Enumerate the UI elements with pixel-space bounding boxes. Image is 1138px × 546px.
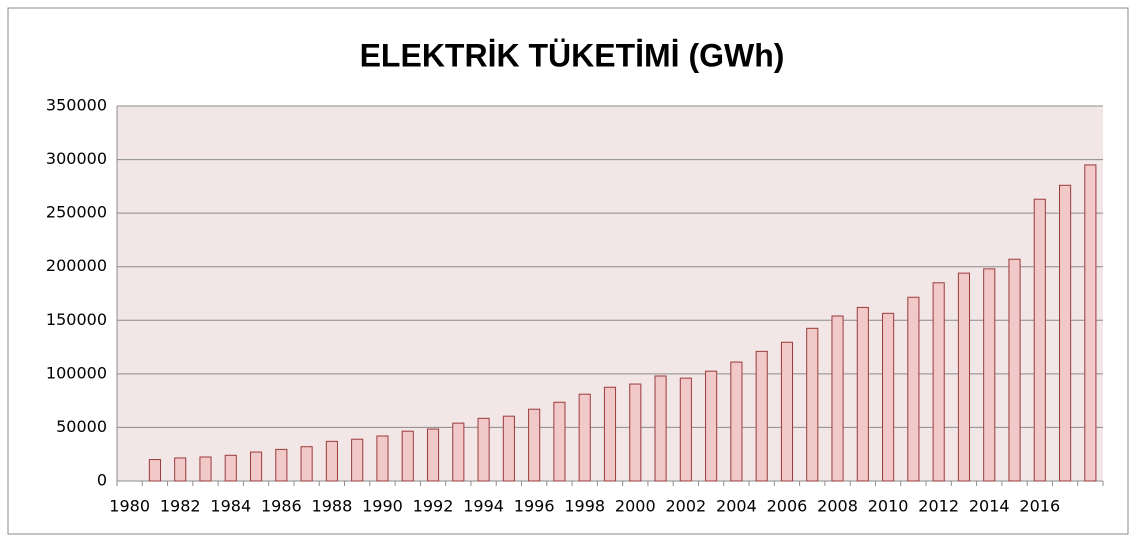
bar (426, 428, 440, 482)
bar (907, 296, 920, 482)
bar (199, 456, 212, 482)
bar (654, 375, 667, 482)
bar (528, 408, 541, 482)
x-tick-label: 1990 (362, 497, 403, 516)
y-tick-label: 350000 (46, 96, 107, 115)
bar (679, 377, 692, 482)
bar (477, 417, 490, 482)
bar (705, 370, 718, 482)
x-tick-label: 1992 (413, 497, 454, 516)
y-tick-label: 50000 (56, 417, 107, 436)
bar (376, 435, 389, 482)
bar (806, 327, 819, 482)
bar (553, 401, 566, 482)
x-tick-label: 1980 (109, 497, 150, 516)
x-tick-label: 1994 (463, 497, 504, 516)
x-tick-label: 2012 (918, 497, 959, 516)
bar (351, 438, 364, 482)
bar (174, 457, 187, 482)
bar (730, 361, 743, 482)
y-tick-label: 0 (97, 471, 107, 490)
bar (983, 268, 996, 482)
y-tick-label: 250000 (46, 203, 107, 222)
bar (1084, 164, 1097, 482)
x-tick-label: 2014 (969, 497, 1010, 516)
x-tick-label: 2016 (1019, 497, 1060, 516)
bar (325, 440, 338, 482)
bar (452, 422, 465, 482)
y-tick-label: 200000 (46, 256, 107, 275)
bar (831, 315, 844, 482)
y-tick-label: 300000 (46, 149, 107, 168)
x-tick-label: 1996 (514, 497, 555, 516)
bar (148, 459, 161, 482)
bar (249, 451, 263, 482)
x-tick-label: 2006 (767, 497, 808, 516)
bar (780, 341, 794, 482)
bar (275, 448, 288, 482)
x-tick-label: 1986 (261, 497, 302, 516)
bar (957, 272, 971, 482)
bar (300, 446, 313, 482)
bar (224, 454, 237, 482)
x-tick-label: 2004 (716, 497, 757, 516)
bar (856, 306, 869, 482)
chart-title: ELEKTRİK TÜKETİMİ (GWh) (360, 37, 785, 73)
x-tick-label: 2002 (665, 497, 706, 516)
bar (1008, 258, 1021, 482)
bar (578, 393, 591, 482)
bar (629, 383, 642, 482)
bar (603, 386, 617, 482)
x-tick-label: 2008 (817, 497, 858, 516)
x-tick-label: 1988 (312, 497, 353, 516)
bar (502, 415, 515, 482)
y-tick-label: 150000 (46, 310, 107, 329)
x-tick-label: 1998 (564, 497, 605, 516)
y-tick-label: 100000 (46, 363, 107, 382)
bar (932, 282, 945, 482)
x-tick-label: 2010 (868, 497, 909, 516)
x-tick-label: 1982 (160, 497, 201, 516)
bar (401, 430, 414, 482)
bar (882, 312, 895, 482)
bar (1059, 184, 1072, 482)
bar (755, 350, 768, 482)
x-tick-label: 1984 (210, 497, 251, 516)
x-tick-label: 2000 (615, 497, 656, 516)
bar (1033, 198, 1046, 482)
